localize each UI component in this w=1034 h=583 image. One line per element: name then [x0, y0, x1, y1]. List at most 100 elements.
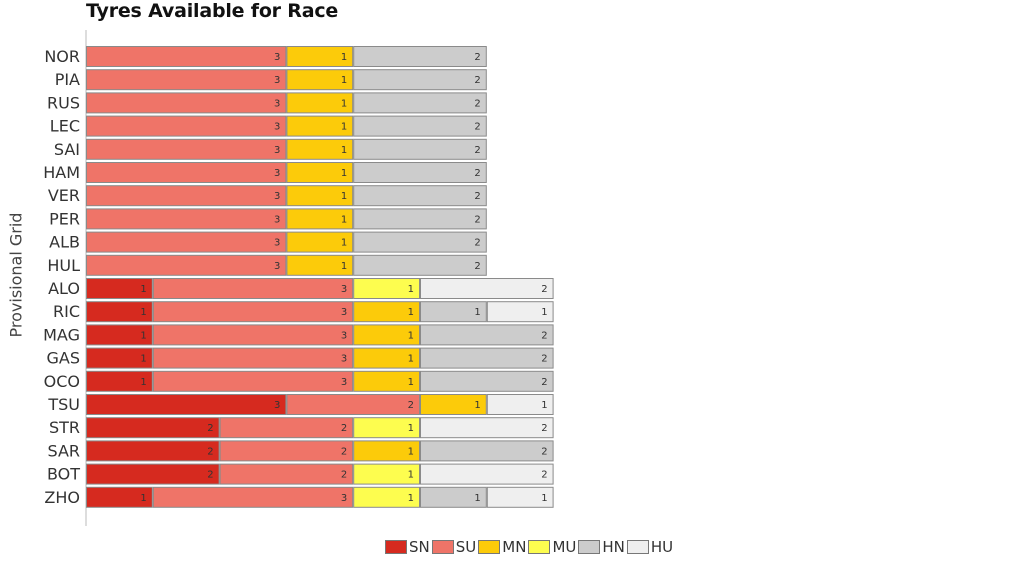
data-label: 3	[274, 214, 280, 225]
bar-segment-su	[86, 46, 287, 67]
bar-segment-su	[152, 278, 354, 299]
data-label: 2	[541, 284, 547, 295]
bar-segment-hn	[353, 162, 487, 183]
legend-item-mn: MN	[478, 538, 526, 556]
bar-segment-mn	[420, 394, 487, 415]
y-tick-label: VER	[48, 186, 80, 205]
bar-segment-mn	[286, 69, 354, 91]
data-label: 1	[140, 330, 146, 341]
bar-segment-hn	[420, 347, 554, 369]
bar-segment-su	[86, 69, 287, 91]
bar-segment-su	[86, 185, 287, 207]
legend-item-hu: HU	[626, 538, 673, 556]
data-label: 3	[274, 168, 280, 179]
data-label: 2	[408, 400, 414, 411]
y-tick-label: PER	[49, 209, 80, 228]
data-label: 3	[341, 377, 347, 388]
bar-segment-sn	[86, 301, 153, 323]
data-label: 2	[474, 145, 480, 156]
y-tick-label: NOR	[44, 47, 80, 66]
legend-label: SU	[455, 538, 477, 556]
data-label: 1	[541, 400, 547, 411]
bar-segment-mn	[353, 440, 421, 462]
legend: SN SU MN MU HN HU	[385, 538, 675, 556]
legend-label: SN	[409, 538, 430, 556]
bar-segment-mn	[286, 162, 354, 183]
bar-segment-hn	[353, 46, 487, 67]
data-label: 1	[408, 307, 414, 318]
data-label: 2	[341, 423, 347, 434]
bar-segment-mn	[286, 92, 354, 114]
data-label: 2	[207, 446, 213, 457]
bar-segment-hn	[353, 115, 487, 137]
legend-swatch	[385, 540, 407, 554]
data-label: 1	[341, 122, 347, 133]
bar-segment-mu	[353, 417, 421, 439]
bar-segment-hn	[353, 92, 487, 114]
bar-segment-su	[86, 92, 287, 114]
bar-segment-mu	[353, 486, 421, 508]
data-label: 3	[274, 122, 280, 133]
legend-label: HN	[602, 538, 625, 556]
bar-segment-hn	[420, 486, 487, 508]
y-tick-label: STR	[49, 418, 80, 437]
bar-segment-sn	[86, 463, 220, 485]
bar-segment-su	[219, 417, 354, 439]
bar-segment-mn	[286, 185, 354, 207]
data-label: 2	[541, 446, 547, 457]
bar-segment-hn	[353, 138, 487, 160]
data-label: 2	[474, 75, 480, 86]
y-tick-label: OCO	[44, 372, 80, 391]
legend-swatch	[478, 540, 501, 554]
data-label: 2	[341, 470, 347, 481]
bar-segment-mn	[286, 138, 354, 160]
data-label: 1	[140, 307, 146, 318]
y-tick-label: HUL	[47, 256, 80, 275]
y-tick-label: BOT	[47, 465, 80, 484]
data-label: 1	[341, 98, 347, 109]
data-label: 1	[541, 493, 547, 504]
bar-segment-su	[86, 208, 287, 230]
bar-segment-sn	[86, 347, 153, 369]
data-label: 1	[408, 470, 414, 481]
bar-segment-mn	[286, 115, 354, 137]
data-label: 2	[341, 446, 347, 457]
data-label: 1	[341, 238, 347, 249]
data-label: 3	[274, 191, 280, 202]
data-label: 1	[408, 423, 414, 434]
data-label: 1	[541, 307, 547, 318]
bar-segment-su	[152, 324, 354, 346]
data-label: 1	[408, 284, 414, 295]
bar-segment-hu	[486, 301, 554, 323]
bar-segment-hn	[353, 208, 487, 230]
legend-swatch	[626, 540, 649, 554]
bar-segment-su	[86, 115, 287, 137]
data-label: 3	[274, 52, 280, 63]
bar-segment-sn	[86, 394, 287, 415]
bar-segment-hu	[486, 486, 554, 508]
bar-segment-sn	[86, 417, 220, 439]
chart-title: Tyres Available for Race	[86, 0, 339, 22]
bar-segment-su	[152, 347, 354, 369]
data-label: 1	[408, 446, 414, 457]
data-label: 2	[541, 470, 547, 481]
bar-segment-hn	[420, 301, 487, 323]
data-label: 1	[408, 493, 414, 504]
bar-segment-hu	[420, 417, 554, 439]
bar-segment-su	[152, 301, 354, 323]
bar-segment-su	[86, 162, 287, 183]
bar-segment-mu	[353, 463, 421, 485]
y-tick-label: ALB	[49, 233, 80, 252]
data-label: 1	[474, 493, 480, 504]
data-label: 2	[474, 98, 480, 109]
data-label: 1	[341, 75, 347, 86]
bar-segment-sn	[86, 440, 220, 462]
data-label: 1	[408, 354, 414, 365]
bar-segment-mn	[353, 370, 421, 392]
data-label: 3	[341, 354, 347, 365]
data-label: 2	[207, 423, 213, 434]
data-label: 1	[140, 354, 146, 365]
data-label: 1	[341, 145, 347, 156]
bar-segment-hn	[353, 231, 487, 253]
data-label: 1	[408, 377, 414, 388]
